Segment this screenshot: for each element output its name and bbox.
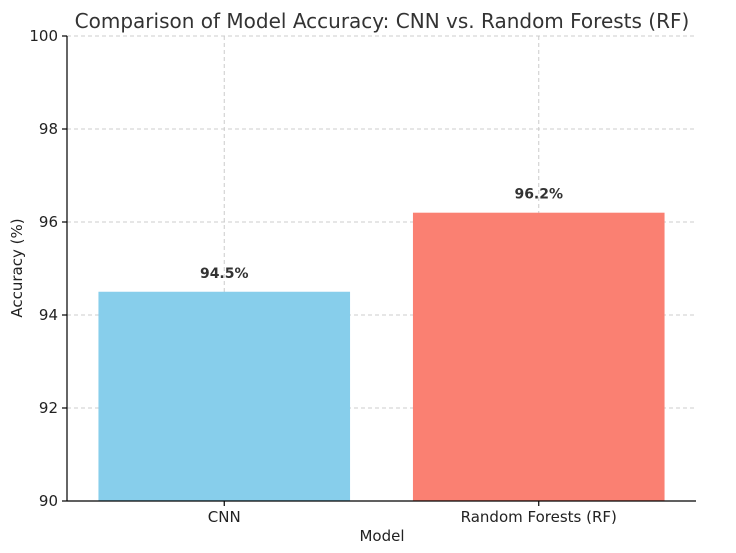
y-tick-label: 100: [29, 27, 58, 45]
y-axis-label: Accuracy (%): [8, 218, 26, 317]
x-tick-label: CNN: [208, 508, 241, 526]
bar-cnn: [98, 291, 351, 501]
bar-value-label: 94.5%: [200, 266, 249, 282]
y-tick-label: 96: [39, 213, 58, 231]
x-axis-label: Model: [359, 527, 404, 545]
x-tick-label: Random Forests (RF): [461, 508, 617, 526]
labels-layer: 90 92 94 96 98 100 94.5% 96.2% CNN Random Forests…: [29, 27, 617, 526]
y-tick-label: 90: [39, 492, 58, 510]
bar-random-forests: [412, 212, 665, 501]
axes-layer: [62, 35, 696, 506]
bar-value-label: 96.2%: [514, 187, 563, 203]
chart-title: Comparison of Model Accuracy: CNN vs. Ra…: [75, 9, 690, 33]
y-tick-label: 98: [39, 120, 58, 138]
bars-layer: [98, 212, 665, 501]
y-tick-label: 92: [39, 399, 58, 417]
y-tick-label: 94: [39, 306, 58, 324]
